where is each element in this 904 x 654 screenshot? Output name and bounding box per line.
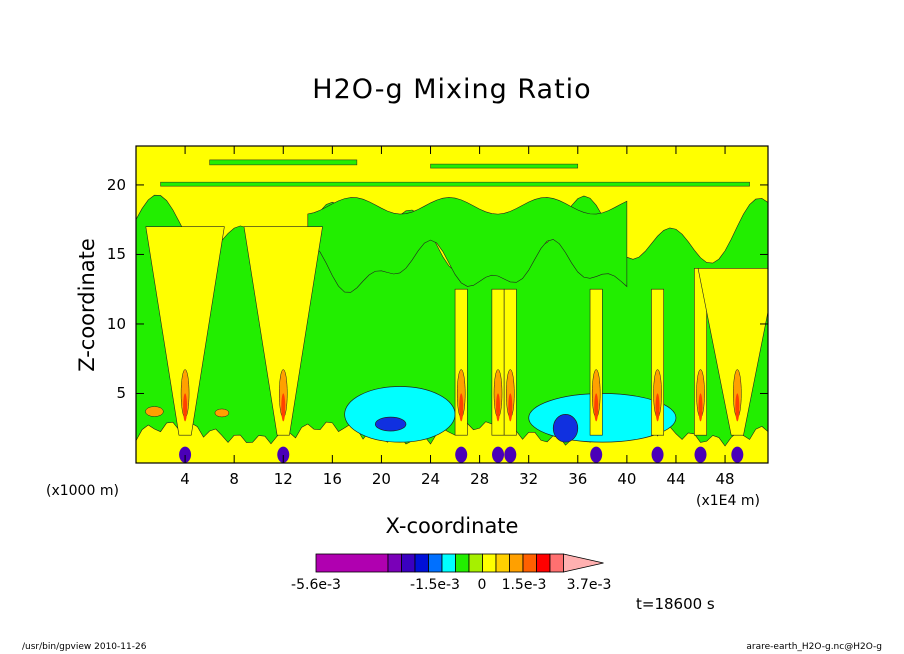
colorbar-label: 3.7e-3 <box>566 577 612 593</box>
plume-base <box>590 446 603 463</box>
colorbar-arrow <box>563 553 604 573</box>
region-blue <box>552 413 579 443</box>
plume <box>243 226 323 436</box>
green-strip <box>160 181 750 187</box>
green-strip <box>430 163 579 169</box>
plume-core-inner <box>496 393 501 422</box>
plume-core-inner <box>735 393 740 422</box>
colorbar-label: 0 <box>477 577 487 593</box>
colorbar-cell <box>455 553 470 573</box>
y-tick-label: 20 <box>106 175 126 194</box>
region-blue <box>374 416 407 432</box>
y-tick-label: 15 <box>106 245 126 264</box>
x-scale-note-left: (x1000 m) <box>46 483 119 499</box>
x-tick-label: 40 <box>617 470 637 488</box>
x-tick-label: 20 <box>371 470 391 488</box>
region-cyan <box>344 386 456 443</box>
plume-base <box>731 446 744 463</box>
x-tick-label: 32 <box>519 470 539 488</box>
colorbar-cell <box>536 553 551 573</box>
footer-right: arare-earth_H2O-g.nc@H2O-g <box>746 642 882 652</box>
x-tick-label: 36 <box>568 470 588 488</box>
plume-core-inner <box>459 393 464 422</box>
green-strip <box>209 159 358 166</box>
plume-base <box>179 446 192 463</box>
plume-core-inner <box>698 393 703 422</box>
colorbar-label: 1.5e-3 <box>501 577 547 593</box>
colorbar-label: -1.5e-3 <box>410 577 460 593</box>
plume <box>145 226 225 436</box>
x-tick-label: 8 <box>229 470 239 488</box>
chart-title: H2O-g Mixing Ratio <box>312 74 592 105</box>
plume-core-inner <box>281 393 286 422</box>
x-tick-label: 12 <box>273 470 293 488</box>
time-annotation: t=18600 s <box>636 595 715 613</box>
colorbar-cell <box>509 553 524 573</box>
axis-ticks <box>136 146 768 463</box>
plume-base <box>651 446 664 463</box>
colorbar-cell <box>428 553 443 573</box>
colorbar-cell <box>387 553 402 573</box>
y-tick-label: 10 <box>106 314 126 333</box>
x-tick-label: 44 <box>666 470 686 488</box>
colorbar-label: -5.6e-3 <box>291 577 341 593</box>
colorbar-cell <box>441 553 456 573</box>
orange-blob <box>214 408 230 418</box>
x-axis-label: X-coordinate <box>385 514 519 538</box>
x-tick-label: 48 <box>715 470 735 488</box>
colorbar-cell <box>549 553 564 573</box>
plume-base <box>277 446 290 463</box>
x-tick-label: 16 <box>322 470 342 488</box>
plume-core-inner <box>655 393 660 422</box>
colorbar-cell <box>468 553 483 573</box>
plot-frame <box>135 145 769 464</box>
plume-core-inner <box>183 393 188 422</box>
colorbar-cell <box>522 553 537 573</box>
footer-left: /usr/bin/gpview 2010-11-26 <box>22 642 147 652</box>
x-tick-label: 28 <box>470 470 490 488</box>
plume-base <box>694 446 707 463</box>
colorbar-cell <box>482 553 497 573</box>
plume-core-inner <box>508 393 513 422</box>
green-pocket <box>307 197 628 293</box>
plume-base <box>504 446 517 463</box>
y-tick-label: 5 <box>116 384 126 403</box>
plume <box>697 268 768 436</box>
colorbar-cell <box>401 553 416 573</box>
plot-area <box>136 146 768 463</box>
colorbar <box>315 553 604 573</box>
orange-blob <box>145 406 164 417</box>
colorbar-cell <box>315 553 389 573</box>
colorbar-cell <box>495 553 510 573</box>
x-scale-note-right: (x1E4 m) <box>696 493 760 509</box>
plume-base <box>455 446 468 463</box>
colorbar-cell <box>414 553 429 573</box>
plume-core-inner <box>594 393 599 422</box>
x-tick-label: 4 <box>180 470 190 488</box>
x-tick-label: 24 <box>420 470 441 488</box>
plume-base <box>492 446 505 463</box>
